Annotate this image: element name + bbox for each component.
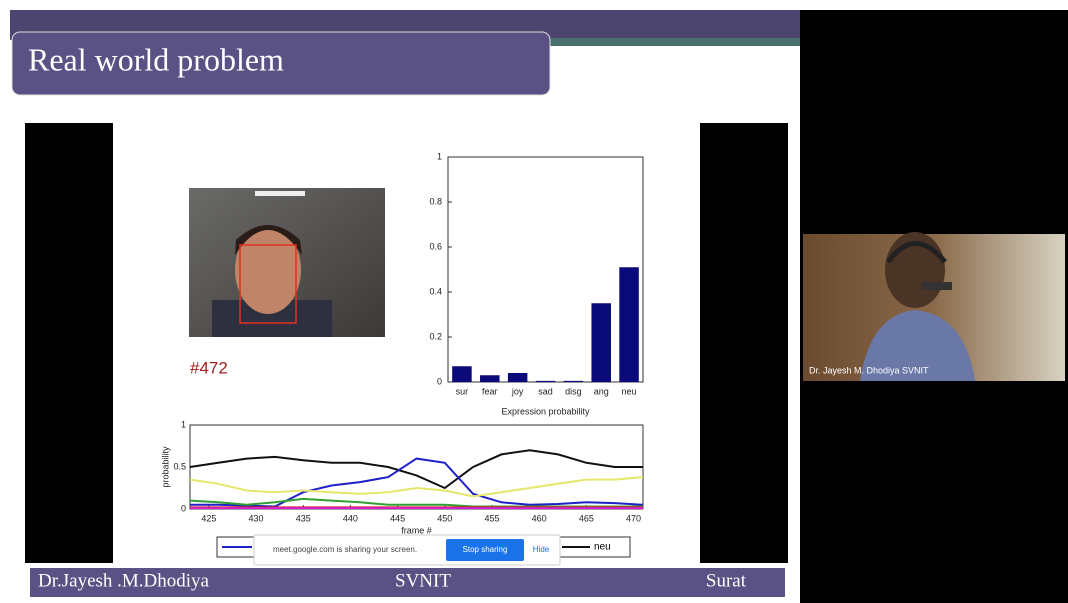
x-tick-label: disg — [565, 386, 582, 396]
y-tick-label: 0.2 — [429, 331, 442, 341]
x-tick-label: 425 — [201, 513, 216, 523]
stop-sharing-label[interactable]: Stop sharing — [463, 545, 508, 554]
hide-button[interactable]: Hide — [533, 545, 550, 554]
letterbox — [25, 123, 113, 563]
x-tick-label: neu — [622, 386, 637, 396]
y-axis-title: probability — [160, 446, 170, 488]
y-tick-label: 1 — [181, 419, 186, 429]
x-axis-title: frame # — [401, 525, 432, 535]
footer-center: SVNIT — [395, 570, 451, 591]
x-tick-label: 455 — [484, 513, 499, 523]
slide-header-band — [550, 38, 800, 46]
footer-left: Dr.Jayesh .M.Dhodiya — [38, 570, 210, 591]
x-tick-label: 440 — [343, 513, 358, 523]
y-tick-label: 0.4 — [429, 286, 442, 296]
legend-label: neu — [594, 542, 611, 553]
page: Real world problem #472 0 0.2 0.4 0.6 0.8 1 su… — [0, 0, 1068, 603]
x-tick-label: fear — [482, 386, 498, 396]
x-tick-label: 465 — [579, 513, 594, 523]
x-tick-label: sur — [456, 386, 469, 396]
face-image — [189, 188, 385, 337]
share-bar: meet.google.com is sharing your screen. … — [254, 535, 560, 565]
x-tick-label: 460 — [532, 513, 547, 523]
x-tick-label: joy — [511, 386, 524, 396]
slide-title: Real world problem — [28, 41, 284, 77]
x-tick-label: sad — [538, 386, 553, 396]
letterbox — [700, 123, 788, 563]
bar — [480, 375, 500, 382]
bar — [452, 366, 472, 382]
share-message: meet.google.com is sharing your screen. — [273, 545, 417, 554]
bar — [591, 303, 611, 382]
bar — [508, 373, 527, 382]
x-tick-label: 470 — [626, 513, 641, 523]
y-tick-label: 0.5 — [173, 461, 186, 471]
y-tick-label: 0 — [181, 503, 186, 513]
y-tick-label: 0.6 — [429, 241, 442, 251]
x-axis-title: Expression probability — [501, 406, 590, 416]
bar — [564, 381, 584, 382]
y-tick-label: 1 — [437, 151, 442, 161]
participant-name: Dr. Jayesh M. Dhodiya SVNIT — [809, 365, 929, 375]
screen: Real world problem #472 0 0.2 0.4 0.6 0.8 1 su… — [0, 0, 1068, 603]
x-tick-label: 430 — [249, 513, 264, 523]
y-tick-label: 0 — [437, 376, 442, 386]
x-tick-label: ang — [594, 386, 609, 396]
x-tick-label: 450 — [437, 513, 452, 523]
bar — [536, 381, 556, 382]
x-tick-label: 445 — [390, 513, 405, 523]
x-tick-label: 435 — [296, 513, 311, 523]
participant-video — [803, 232, 1065, 381]
footer-right: Surat — [706, 570, 747, 591]
frame-label: #472 — [190, 358, 228, 377]
bar — [619, 267, 639, 382]
y-tick-label: 0.8 — [429, 196, 442, 206]
